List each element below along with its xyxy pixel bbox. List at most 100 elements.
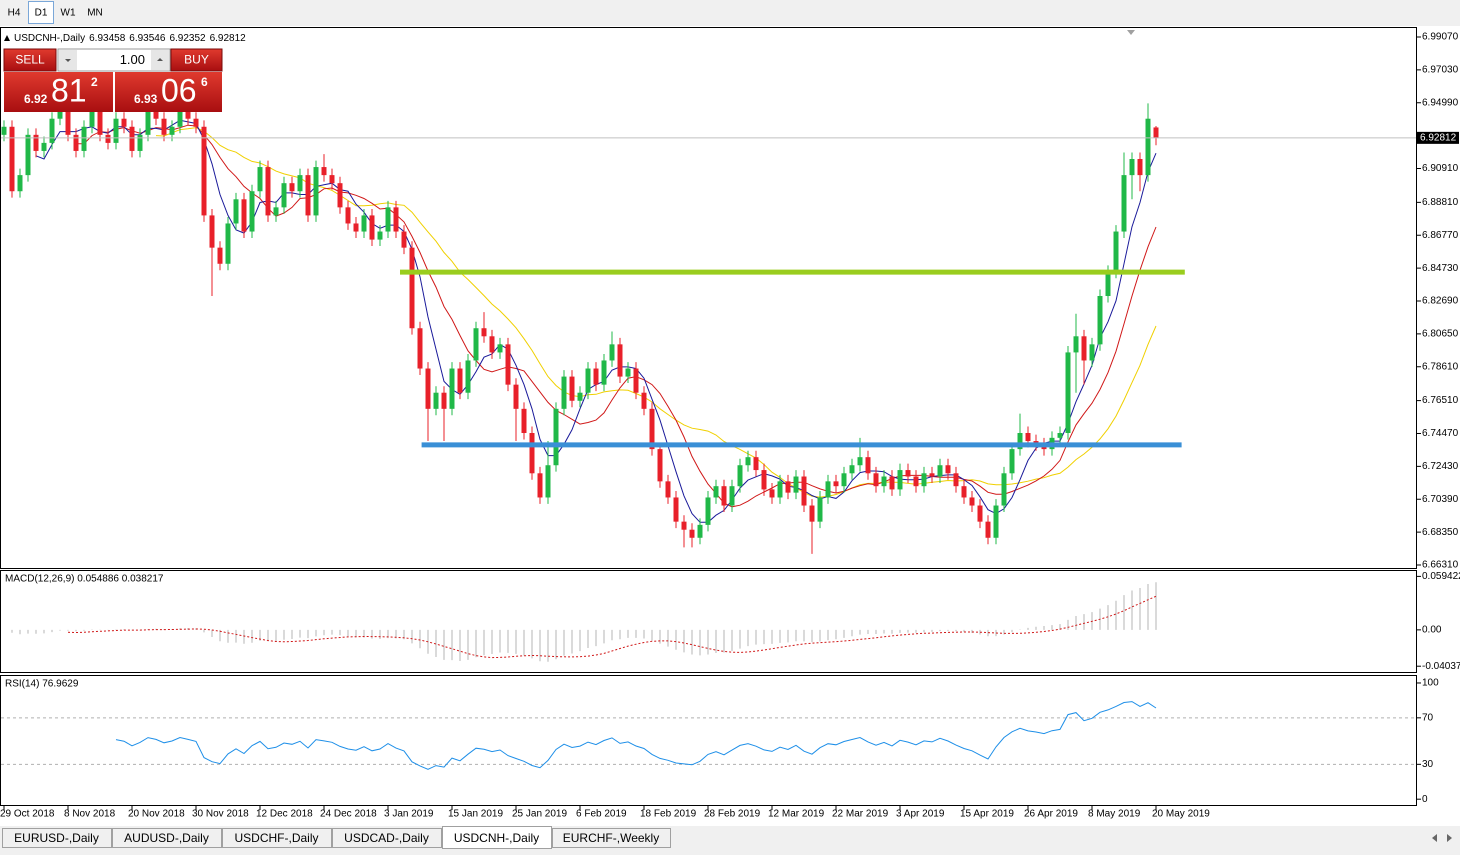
candle-body: [241, 199, 247, 232]
moving-average: [76, 124, 1157, 508]
x-tick-label: 8 Nov 2018: [64, 809, 116, 820]
candle-body: [409, 247, 415, 329]
main-panel: [0, 27, 1417, 569]
candle-body: [177, 110, 183, 127]
candle-body: [537, 473, 543, 498]
chart-tab[interactable]: [112, 828, 222, 848]
chart-tab[interactable]: [2, 828, 112, 848]
candle-body: [1097, 296, 1103, 345]
candle-body: [641, 392, 647, 409]
candle-body: [961, 486, 967, 498]
scroll-right[interactable]: [1447, 834, 1452, 842]
candle-body: [41, 142, 47, 151]
candle-body: [329, 175, 335, 184]
x-tick-label: 29 Oct 2018: [0, 809, 55, 820]
candle-body: [593, 368, 599, 385]
candle-body: [17, 175, 23, 192]
candle-body: [649, 408, 655, 450]
candle-body: [1001, 473, 1007, 506]
candle-body: [121, 118, 127, 127]
candle-body: [993, 505, 999, 538]
sell-button[interactable]: [3, 48, 57, 72]
x-tick-label: 12 Dec 2018: [256, 809, 313, 820]
candle-body: [481, 328, 487, 337]
candle-body: [793, 476, 799, 493]
candle-body: [665, 481, 671, 498]
candle-body: [425, 368, 431, 409]
candle-body: [1009, 449, 1015, 474]
macd-plot: [11, 582, 1157, 662]
candle-body: [585, 368, 591, 393]
candle-body: [761, 470, 767, 490]
candle-body: [137, 134, 143, 151]
candle-body: [713, 486, 719, 498]
candle-body: [433, 392, 439, 409]
candle-body: [105, 134, 111, 143]
candle-body: [89, 110, 95, 127]
high-value: 6.93546: [129, 33, 166, 44]
timeframe-button[interactable]: [82, 1, 108, 24]
candle-body: [273, 207, 279, 216]
candle-body: [129, 126, 135, 151]
candle-body: [193, 118, 199, 127]
candle-body: [681, 521, 687, 530]
x-tick-label: 15 Apr 2019: [960, 809, 1014, 820]
candle-body: [201, 126, 207, 216]
candle-body: [905, 470, 911, 477]
moving-average: [155, 127, 1157, 498]
sell-label: SELL: [15, 53, 45, 67]
macd-signal: [67, 595, 1157, 659]
open-value: 6.93458: [89, 33, 126, 44]
buy-button[interactable]: [170, 48, 223, 72]
candle-body: [313, 167, 319, 216]
chart-tab[interactable]: [222, 828, 332, 848]
scroll-left[interactable]: [1432, 834, 1437, 842]
chart-tabs: EURUSD-,Daily AUDUSD-,Daily USDCHF-,Daily U…: [2, 826, 671, 849]
chart-tab[interactable]: [332, 828, 442, 848]
candle-body: [297, 175, 303, 192]
chart-tab[interactable]: [552, 828, 671, 848]
tab-label: EURUSD-,Daily: [14, 831, 99, 845]
candle-body: [1025, 433, 1031, 442]
candle-body: [337, 183, 343, 208]
candle-body: [513, 384, 519, 409]
candle-body: [1057, 433, 1063, 438]
candle-body: [321, 167, 327, 176]
y-tick-label: 30: [1422, 759, 1434, 770]
candle-body: [153, 110, 159, 119]
candle-body: [729, 486, 735, 506]
chart-tab[interactable]: [442, 826, 552, 849]
candle-body: [825, 481, 831, 498]
candle-body: [505, 344, 511, 385]
ask-box[interactable]: [115, 72, 222, 112]
candle-body: [185, 110, 191, 119]
timeframe-button[interactable]: [28, 1, 54, 24]
bid-box[interactable]: [4, 72, 113, 112]
candle-body: [97, 110, 103, 135]
candle-body: [1073, 336, 1079, 353]
y-tick-label: 0.00: [1422, 625, 1442, 636]
candle-body: [1, 126, 7, 135]
x-tick-label: 30 Nov 2018: [192, 809, 249, 820]
candle-body: [489, 336, 495, 353]
timeframe-button[interactable]: [55, 1, 81, 24]
candle-body: [353, 223, 359, 232]
y-tick-label: -0.040371: [1422, 661, 1460, 672]
lot-value: 1.00: [120, 52, 145, 67]
candle-body: [913, 476, 919, 487]
candle-body: [1129, 159, 1135, 176]
timeframe-button[interactable]: [1, 1, 27, 24]
candle-body: [769, 489, 775, 498]
candle-body: [449, 368, 455, 409]
candle-body: [465, 360, 471, 393]
candle-body: [897, 470, 903, 490]
candle-body: [809, 505, 815, 522]
lot-input[interactable]: [57, 48, 171, 72]
timeframe-label: D1: [35, 8, 48, 19]
tab-label: EURCHF-,Weekly: [563, 831, 659, 845]
y-tick-label: 6.88810: [1422, 197, 1459, 208]
candle-body: [977, 505, 983, 522]
ask-pips: 06: [161, 72, 197, 108]
collapse-icon[interactable]: [4, 35, 10, 41]
candle-body: [577, 392, 583, 401]
